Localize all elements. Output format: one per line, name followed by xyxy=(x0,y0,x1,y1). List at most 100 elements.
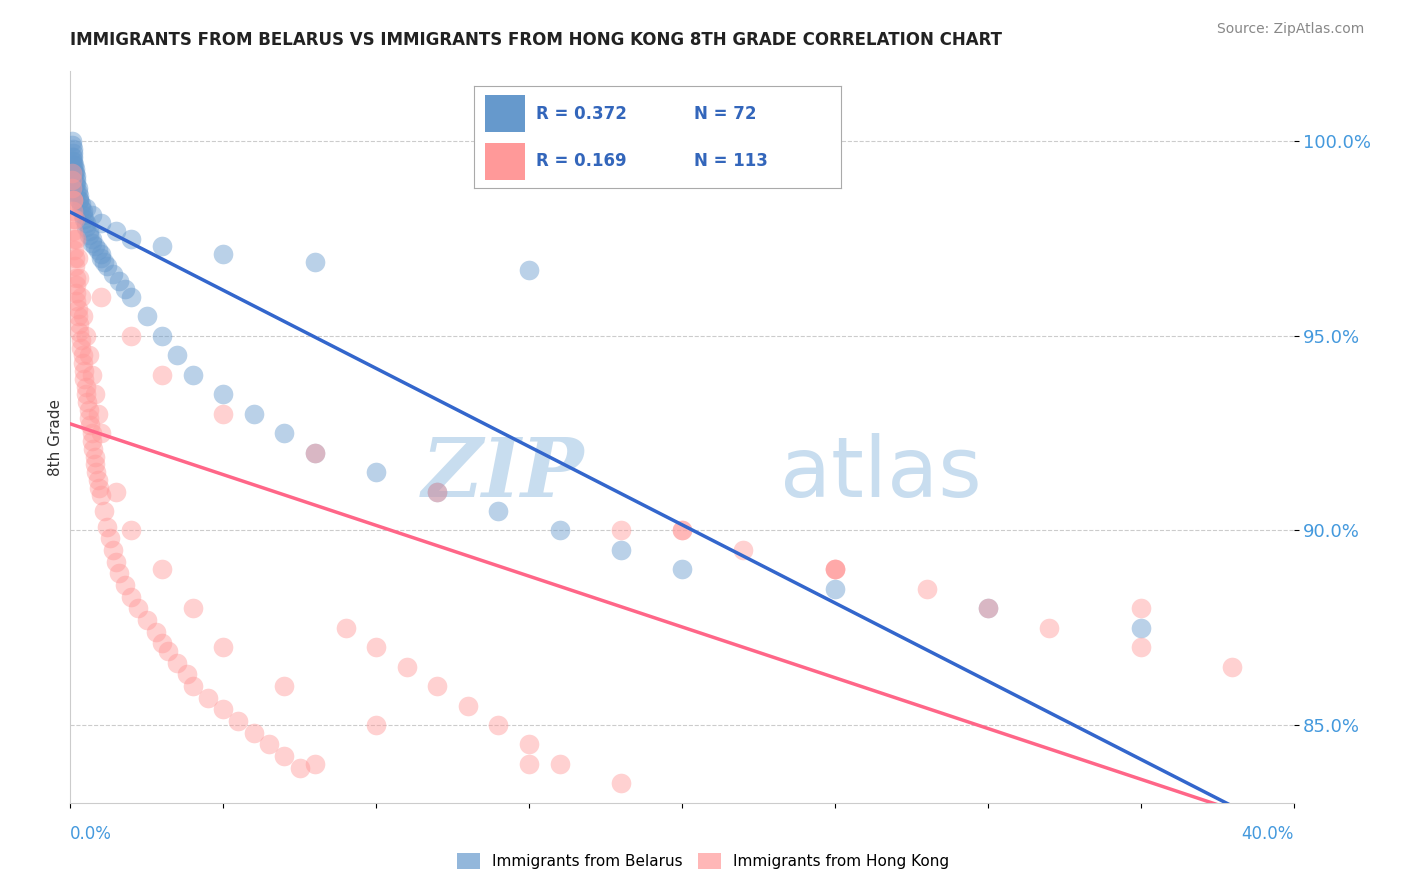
Point xyxy=(69,189,91,203)
Point xyxy=(517,756,540,771)
Point xyxy=(65,232,87,246)
Point xyxy=(63,177,86,191)
Point xyxy=(90,426,112,441)
Text: ZIP: ZIP xyxy=(422,434,583,514)
Point xyxy=(75,219,97,234)
Point xyxy=(150,329,173,343)
Point xyxy=(121,590,143,604)
Point xyxy=(63,251,86,265)
Point xyxy=(65,177,87,191)
Point xyxy=(62,169,84,184)
Point xyxy=(273,426,295,441)
Point xyxy=(150,368,173,382)
Point xyxy=(62,142,84,156)
Point xyxy=(65,169,87,184)
Point xyxy=(63,165,86,179)
Point xyxy=(366,640,388,655)
Point xyxy=(72,204,94,219)
Point xyxy=(63,158,86,172)
Point xyxy=(83,458,105,472)
Point xyxy=(72,356,94,370)
Point xyxy=(121,232,143,246)
Point xyxy=(121,290,143,304)
Point xyxy=(70,290,93,304)
Text: 40.0%: 40.0% xyxy=(1241,825,1294,843)
Point xyxy=(101,267,124,281)
Point xyxy=(243,407,266,421)
Point xyxy=(517,262,540,277)
Point xyxy=(80,232,103,246)
Point xyxy=(73,372,96,386)
Point xyxy=(77,402,100,417)
Point xyxy=(66,301,89,316)
Point xyxy=(63,212,86,227)
Point xyxy=(70,333,93,347)
Point xyxy=(228,714,250,728)
Point xyxy=(1129,621,1152,635)
Point xyxy=(96,519,118,533)
Point xyxy=(488,718,510,732)
Text: IMMIGRANTS FROM BELARUS VS IMMIGRANTS FROM HONG KONG 8TH GRADE CORRELATION CHART: IMMIGRANTS FROM BELARUS VS IMMIGRANTS FR… xyxy=(70,31,1002,49)
Text: 0.0%: 0.0% xyxy=(70,825,112,843)
Point xyxy=(87,473,110,487)
Point xyxy=(114,578,136,592)
Point xyxy=(63,161,86,176)
Point xyxy=(69,325,91,339)
Point xyxy=(488,504,510,518)
Point xyxy=(75,201,97,215)
Point xyxy=(212,407,235,421)
Point xyxy=(824,562,846,576)
Point xyxy=(426,484,449,499)
Point xyxy=(75,329,97,343)
Point xyxy=(181,368,204,382)
Point xyxy=(62,150,84,164)
Point xyxy=(65,278,87,293)
Point xyxy=(366,718,388,732)
Point xyxy=(62,161,84,176)
Point xyxy=(671,562,693,576)
Point xyxy=(69,318,91,332)
Point xyxy=(72,348,94,362)
Point xyxy=(150,636,173,650)
Point xyxy=(83,450,105,464)
Point xyxy=(257,738,280,752)
Point xyxy=(80,426,103,441)
Point xyxy=(80,434,103,448)
Point xyxy=(80,235,103,250)
Point xyxy=(166,656,188,670)
Point xyxy=(66,185,89,199)
Point xyxy=(108,275,131,289)
Point xyxy=(60,181,83,195)
Point xyxy=(166,348,188,362)
Y-axis label: 8th Grade: 8th Grade xyxy=(48,399,63,475)
Point xyxy=(915,582,938,596)
Point xyxy=(65,173,87,187)
Point xyxy=(610,542,633,557)
Point xyxy=(75,379,97,393)
Point xyxy=(127,601,149,615)
Point xyxy=(457,698,479,713)
Point xyxy=(72,208,94,222)
Point xyxy=(150,239,173,253)
Point xyxy=(60,165,83,179)
Point xyxy=(60,150,83,164)
Point xyxy=(90,216,112,230)
Point xyxy=(82,442,104,456)
Point xyxy=(77,410,100,425)
Point xyxy=(62,224,84,238)
Point xyxy=(824,562,846,576)
Point xyxy=(157,644,180,658)
Text: Source: ZipAtlas.com: Source: ZipAtlas.com xyxy=(1216,22,1364,37)
Point xyxy=(65,293,87,308)
Point xyxy=(304,445,326,459)
Point xyxy=(63,232,86,246)
Point xyxy=(77,348,100,362)
Point xyxy=(288,761,311,775)
Point xyxy=(1220,659,1243,673)
Point xyxy=(79,418,101,433)
Point xyxy=(671,524,693,538)
Point xyxy=(212,702,235,716)
Point xyxy=(824,582,846,596)
Point xyxy=(548,524,571,538)
Point xyxy=(135,613,157,627)
